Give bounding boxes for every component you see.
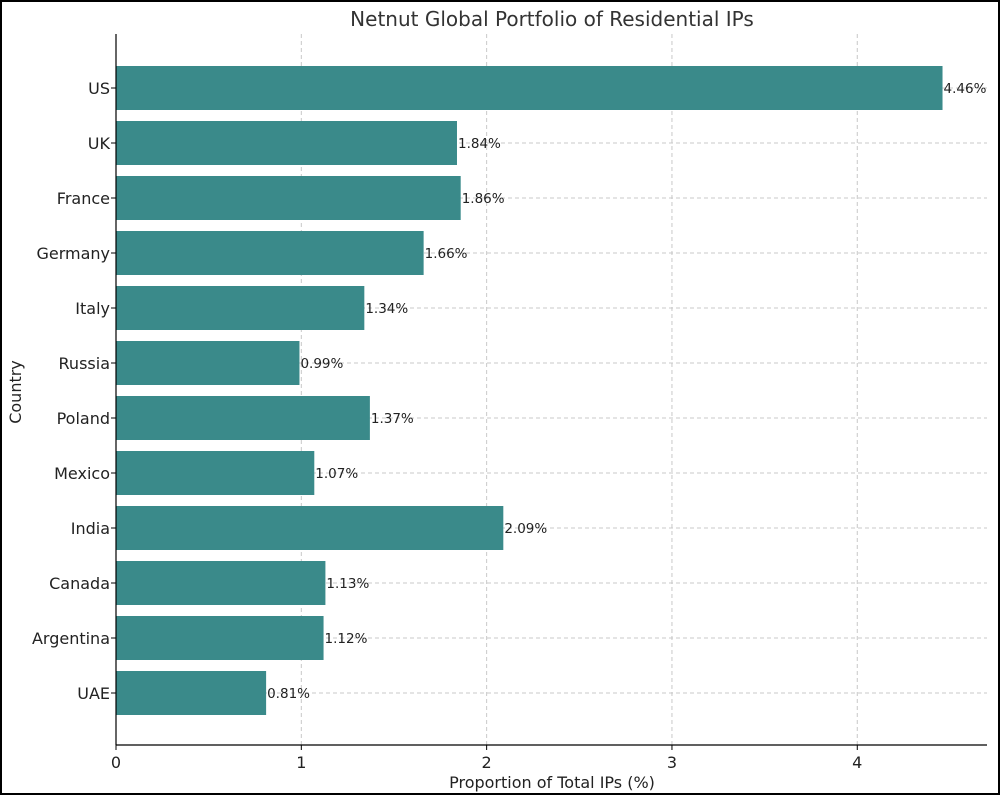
grid <box>115 34 987 745</box>
data-label: 1.37% <box>371 411 414 427</box>
y-axis-title: Country <box>6 360 25 424</box>
data-label: 0.99% <box>300 356 343 372</box>
bar-mexico <box>116 451 315 495</box>
chart-title: Netnut Global Portfolio of Residential I… <box>350 7 754 31</box>
x-tick-label: 2 <box>482 753 492 772</box>
y-tick-label: UAE <box>77 684 110 703</box>
data-label: 2.09% <box>504 521 547 537</box>
bar-germany <box>116 231 424 275</box>
data-label: 1.86% <box>462 191 505 207</box>
y-tick-label: France <box>57 189 110 208</box>
y-tick-label: Argentina <box>32 629 110 648</box>
ticks: 0 1 2 3 4 US UK France Germany Italy Russia Poland M… <box>32 79 862 772</box>
data-labels: 4.46% 1.84% 1.86% 1.66% 1.34% 0.99% 1.37% 1.07%… <box>267 81 986 702</box>
y-tick-label: Mexico <box>54 464 110 483</box>
y-tick-label: Germany <box>36 244 110 263</box>
bar-poland <box>116 396 370 440</box>
bar-uae <box>116 671 267 715</box>
data-label: 1.07% <box>315 466 358 482</box>
bar-us <box>116 66 943 110</box>
y-tick-label: US <box>88 79 110 98</box>
data-label: 1.66% <box>425 246 468 262</box>
data-label: 1.34% <box>365 301 408 317</box>
axes <box>115 34 987 746</box>
bar-italy <box>116 286 365 330</box>
y-tick-label: Canada <box>49 574 110 593</box>
bar-argentina <box>116 616 324 660</box>
data-label: 1.12% <box>325 631 368 647</box>
x-tick-label: 0 <box>111 753 121 772</box>
bar-russia <box>116 341 300 385</box>
y-tick-label: Italy <box>75 299 110 318</box>
bar-france <box>116 176 461 220</box>
x-tick-label: 3 <box>667 753 677 772</box>
data-label: 4.46% <box>944 81 987 97</box>
y-tick-label: Poland <box>57 409 110 428</box>
x-axis-title: Proportion of Total IPs (%) <box>449 773 655 792</box>
bar-uk <box>116 121 457 165</box>
x-tick-label: 4 <box>852 753 862 772</box>
bars <box>116 66 943 715</box>
data-label: 1.13% <box>326 576 369 592</box>
data-label: 0.81% <box>267 686 310 702</box>
bar-india <box>116 506 504 550</box>
data-label: 1.84% <box>458 136 501 152</box>
y-tick-label: Russia <box>59 354 110 373</box>
x-tick-label: 1 <box>296 753 306 772</box>
bar-canada <box>116 561 326 605</box>
y-tick-label: UK <box>88 134 111 153</box>
y-tick-label: India <box>71 519 110 538</box>
